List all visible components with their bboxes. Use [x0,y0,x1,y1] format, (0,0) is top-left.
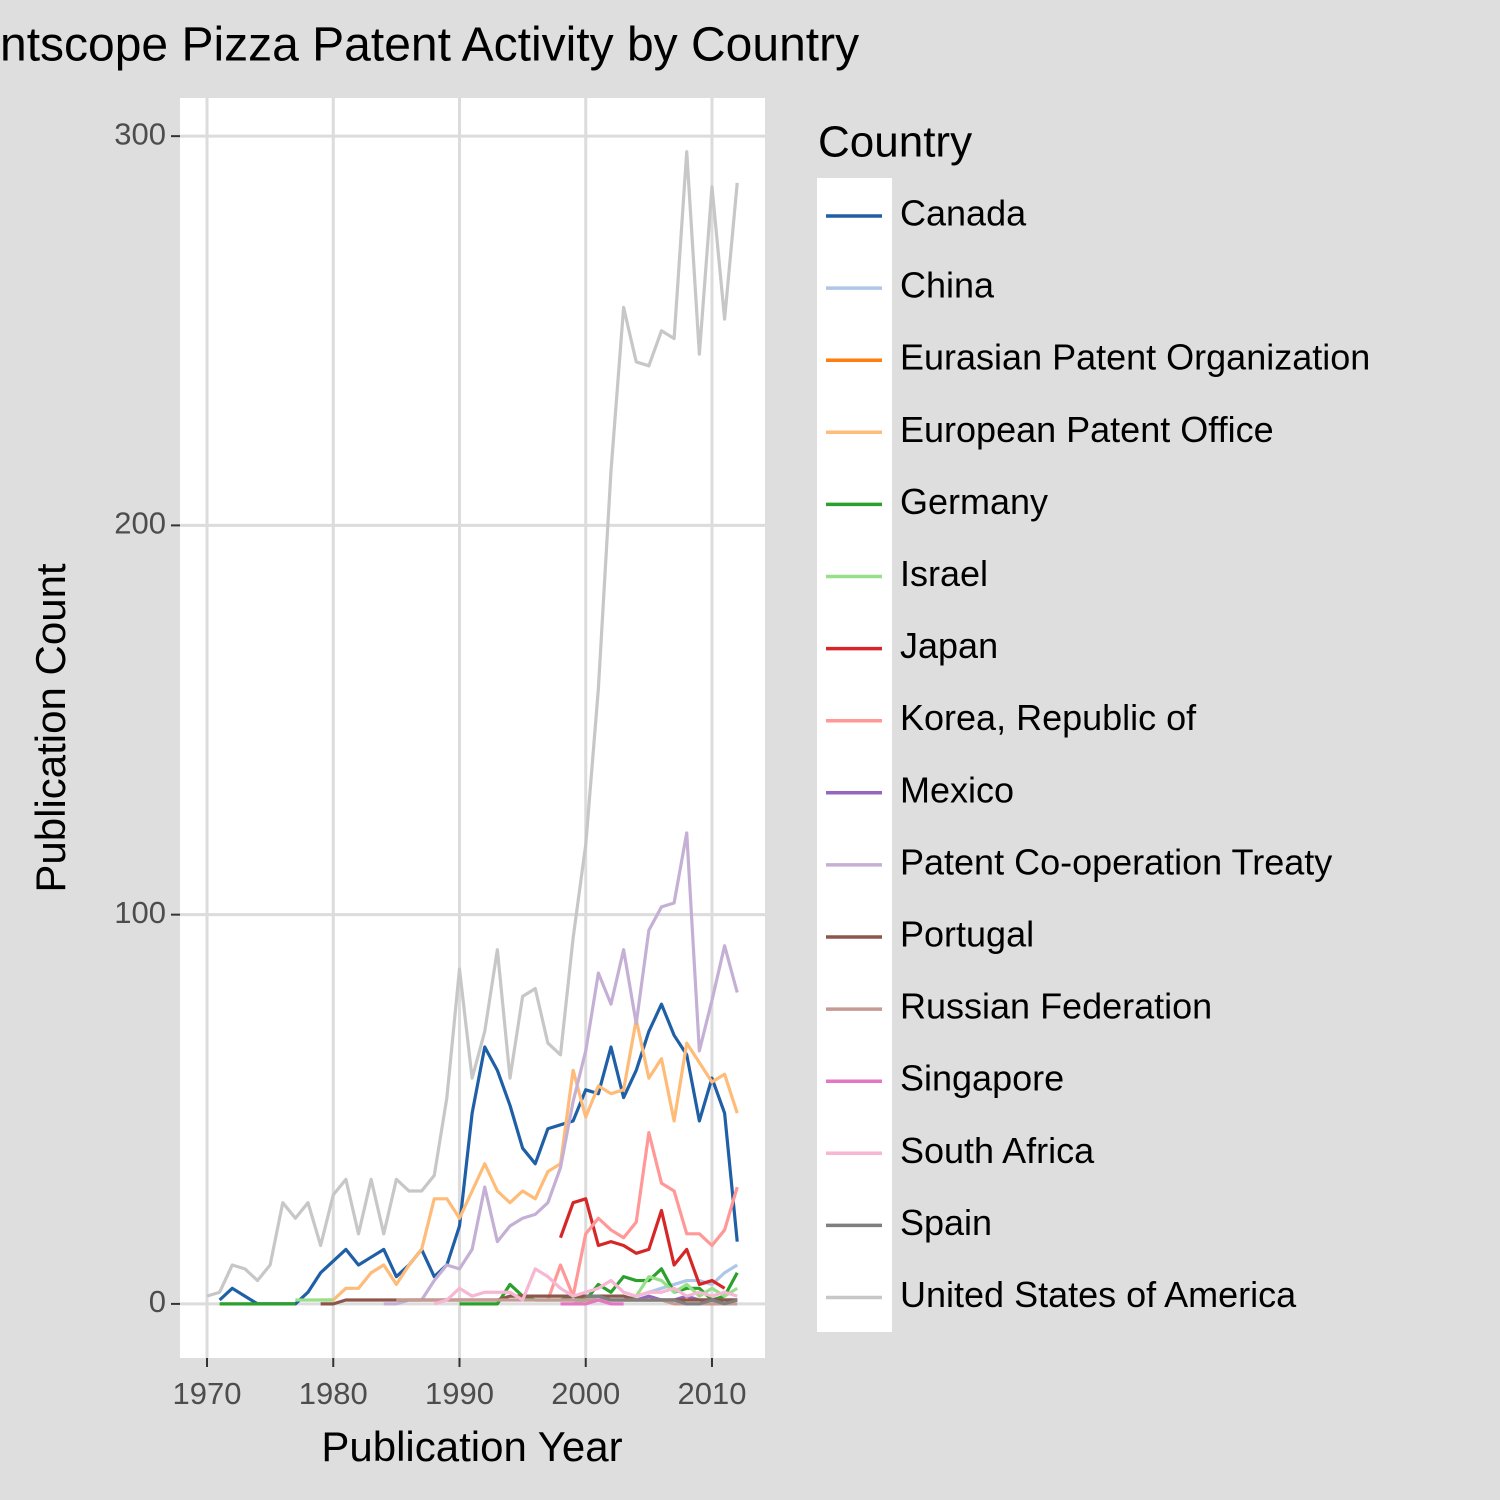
chart-title: ntscope Pizza Patent Activity by Country [0,19,859,72]
legend-label: Russian Federation [900,986,1212,1027]
legend-label: European Patent Office [900,409,1274,450]
x-axis-title: Publication Year [321,1423,622,1470]
legend-label: Mexico [900,769,1014,810]
legend-label: Eurasian Patent Organization [900,337,1370,378]
legend-title: Country [818,118,972,167]
legend-label: Israel [900,553,988,594]
legend-label: China [900,265,995,306]
x-tick-label: 1980 [299,1376,368,1411]
legend-label: Canada [900,193,1027,234]
panel [180,98,765,1358]
series-line [396,1298,738,1306]
series-line [433,1267,738,1306]
legend-label: Singapore [900,1058,1064,1099]
y-tick-label: 100 [114,895,166,930]
y-tick-label: 0 [149,1284,166,1319]
legend-label: Korea, Republic of [900,697,1197,738]
series-line [546,1131,739,1301]
series-line [560,1298,624,1306]
legend-label: United States of America [900,1274,1297,1315]
legend-keys-background [817,178,892,1332]
legend-label: Japan [900,625,998,666]
legend-label: Germany [900,481,1048,522]
series-line [320,1018,739,1302]
y-tick-label: 200 [114,506,166,541]
series-line [206,150,739,1298]
legend-label: Portugal [900,914,1034,955]
x-tick-label: 2010 [677,1376,746,1411]
series-line [218,1002,739,1306]
legend-label: South Africa [900,1130,1095,1171]
x-tick-label: 1990 [425,1376,494,1411]
series-line [558,1197,726,1290]
series-line [585,1294,738,1306]
x-tick-label: 2000 [551,1376,620,1411]
y-axis-title: Publication Count [27,563,74,893]
legend-label: Spain [900,1202,992,1243]
legend-label: Patent Co-operation Treaty [900,841,1332,882]
y-tick-label: 300 [114,116,166,151]
series-line [383,831,739,1306]
x-tick-label: 1970 [173,1376,242,1411]
